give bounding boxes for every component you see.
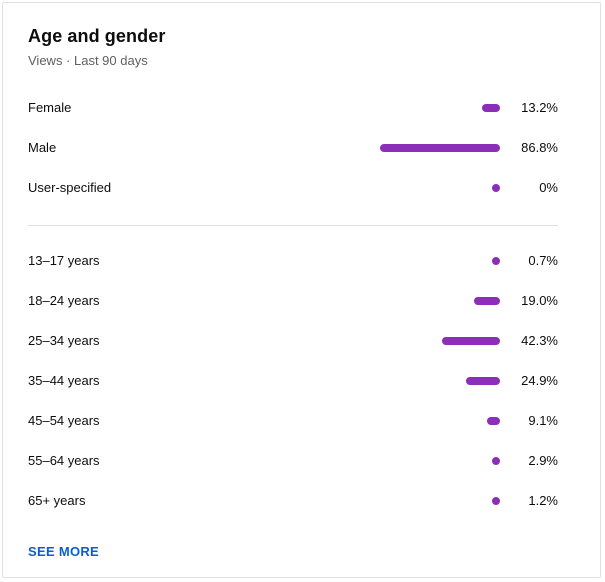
row-value: 0.7%: [528, 253, 558, 268]
row-label: 18–24 years: [28, 293, 100, 308]
section-divider: [28, 225, 558, 226]
row-value: 13.2%: [521, 100, 558, 115]
bar-track: [378, 184, 500, 192]
row-label: Male: [28, 140, 57, 155]
row-label: 45–54 years: [28, 413, 100, 428]
percentage-bar: [474, 297, 500, 305]
row-label: 25–34 years: [28, 333, 100, 348]
age-row-65-plus: 65+ years 1.2%: [28, 491, 558, 511]
percentage-bar: [482, 104, 500, 112]
gender-row-user-specified: User-specified 0%: [28, 178, 558, 198]
bar-track: [378, 457, 500, 465]
row-value: 24.9%: [521, 373, 558, 388]
age-row-13-17: 13–17 years 0.7%: [28, 251, 558, 271]
age-row-45-54: 45–54 years 9.1%: [28, 411, 558, 431]
bar-track: [378, 297, 500, 305]
age-row-55-64: 55–64 years 2.9%: [28, 451, 558, 471]
bar-track: [378, 497, 500, 505]
percentage-bar: [492, 497, 500, 505]
bar-track: [378, 417, 500, 425]
bar-track: [378, 257, 500, 265]
percentage-bar: [492, 457, 500, 465]
row-value: 2.9%: [528, 453, 558, 468]
bar-track: [378, 377, 500, 385]
see-more-link[interactable]: SEE MORE: [28, 544, 100, 559]
row-value: 19.0%: [521, 293, 558, 308]
percentage-bar: [442, 337, 500, 345]
percentage-bar: [487, 417, 500, 425]
card-subtitle: Views · Last 90 days: [28, 53, 148, 68]
row-label: 65+ years: [28, 493, 86, 508]
row-label: 35–44 years: [28, 373, 100, 388]
age-row-25-34: 25–34 years 42.3%: [28, 331, 558, 351]
row-value: 42.3%: [521, 333, 558, 348]
card-title: Age and gender: [28, 26, 166, 46]
age-row-35-44: 35–44 years 24.9%: [28, 371, 558, 391]
bar-track: [378, 144, 500, 152]
percentage-bar: [466, 377, 500, 385]
percentage-bar: [380, 144, 500, 152]
row-value: 9.1%: [528, 413, 558, 428]
row-label: Female: [28, 100, 72, 115]
row-label: User-specified: [28, 180, 112, 195]
bar-track: [378, 337, 500, 345]
gender-row-female: Female 13.2%: [28, 98, 558, 118]
row-value: 86.8%: [521, 140, 558, 155]
gender-row-male: Male 86.8%: [28, 138, 558, 158]
row-label: 55–64 years: [28, 453, 100, 468]
percentage-bar: [492, 184, 500, 192]
percentage-bar: [492, 257, 500, 265]
row-value: 1.2%: [528, 493, 558, 508]
age-and-gender-card: Age and gender Views · Last 90 days Fema…: [2, 2, 601, 578]
bar-track: [378, 104, 500, 112]
row-label: 13–17 years: [28, 253, 100, 268]
age-row-18-24: 18–24 years 19.0%: [28, 291, 558, 311]
row-value: 0%: [539, 180, 558, 195]
